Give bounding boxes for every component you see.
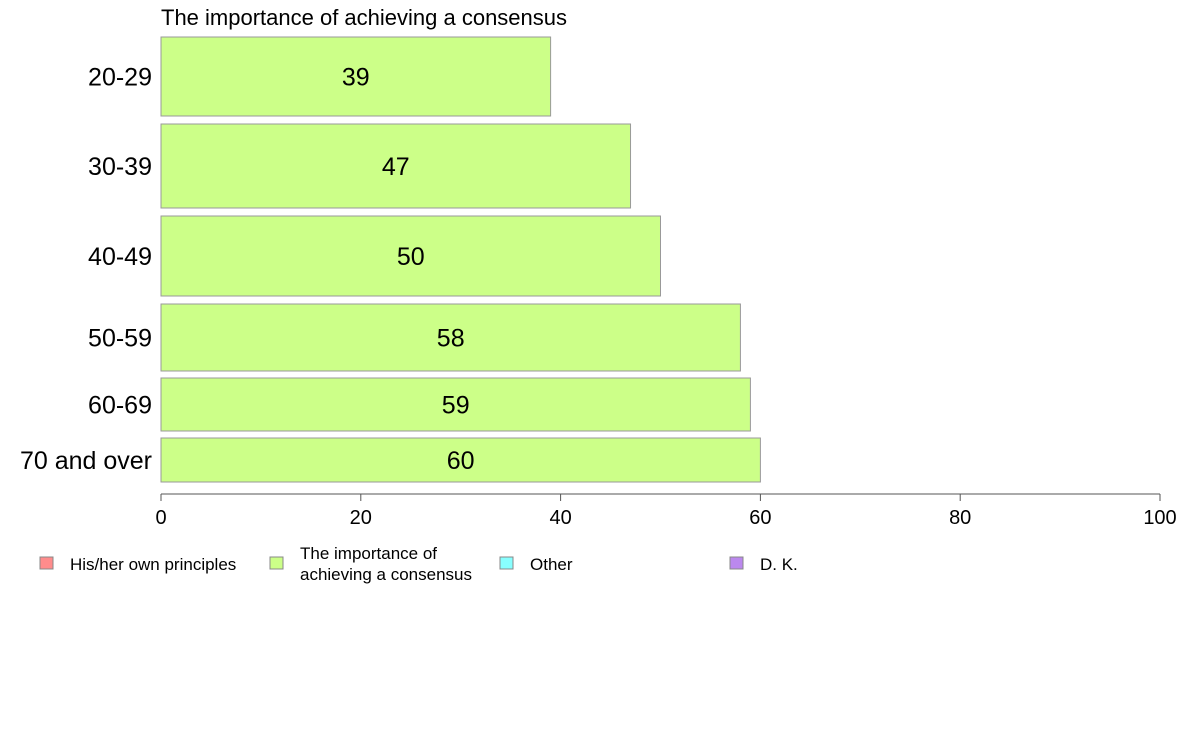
legend-swatch bbox=[729, 556, 744, 570]
bar-50-59 bbox=[160, 303, 741, 372]
legend: His/her own principles The importance of a… bbox=[39, 544, 798, 584]
legend-label: The importance of achieving a consensus bbox=[300, 544, 472, 584]
bars-group: 20-29 39 30-39 47 40-49 50 50-59 58 60-69 59 70 an… bbox=[20, 36, 761, 483]
legend-swatch bbox=[39, 556, 54, 570]
legend-label: D. K. bbox=[760, 555, 798, 574]
legend-item: Other bbox=[499, 555, 573, 574]
bar-70-and-over bbox=[160, 437, 761, 483]
x-tick-label: 60 bbox=[749, 507, 771, 529]
x-tick-label: 100 bbox=[1143, 507, 1176, 529]
bar-value-label: 47 bbox=[382, 153, 410, 181]
x-tick-label: 80 bbox=[949, 507, 971, 529]
category-label: 40-49 bbox=[88, 243, 152, 271]
bar-60-69 bbox=[160, 377, 751, 432]
category-label: 30-39 bbox=[88, 153, 152, 181]
category-label: 50-59 bbox=[88, 325, 152, 353]
category-label: 70 and over bbox=[20, 447, 152, 475]
legend-item: D. K. bbox=[729, 555, 798, 574]
x-tick-label: 0 bbox=[155, 507, 166, 529]
bar-40-49 bbox=[160, 215, 661, 297]
legend-label: His/her own principles bbox=[70, 555, 236, 574]
x-axis: 0 20 40 60 80 100 bbox=[155, 493, 1177, 529]
legend-label: Other bbox=[530, 555, 573, 574]
legend-swatch bbox=[499, 556, 514, 570]
category-label: 60-69 bbox=[88, 392, 152, 420]
bar-30-39 bbox=[160, 123, 632, 209]
legend-swatch bbox=[269, 556, 284, 570]
bar-value-label: 58 bbox=[437, 325, 465, 353]
bar-value-label: 59 bbox=[442, 392, 470, 420]
legend-item: The importance of achieving a consensus bbox=[269, 544, 472, 584]
bar-value-label: 50 bbox=[397, 243, 425, 271]
x-tick-label: 40 bbox=[549, 507, 571, 529]
chart-title: The importance of achieving a consensus bbox=[161, 5, 567, 30]
bar-20-29 bbox=[160, 36, 552, 117]
legend-item: His/her own principles bbox=[39, 555, 236, 574]
bar-value-label: 39 bbox=[342, 64, 370, 92]
x-tick-label: 20 bbox=[350, 507, 372, 529]
category-label: 20-29 bbox=[88, 64, 152, 92]
bar-value-label: 60 bbox=[447, 447, 475, 475]
